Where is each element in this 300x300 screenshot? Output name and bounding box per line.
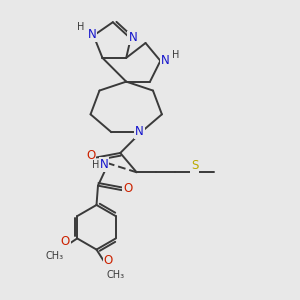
Text: O: O [86,149,95,162]
Text: O: O [104,254,113,267]
Text: N: N [128,32,137,44]
Text: N: N [100,158,108,171]
Text: H: H [92,160,100,170]
Text: N: N [88,28,96,41]
Text: O: O [123,182,132,195]
Text: CH₃: CH₃ [107,270,125,280]
Text: S: S [191,159,198,172]
Text: H: H [172,50,179,61]
Text: H: H [77,22,85,32]
Text: O: O [61,236,70,248]
Text: N: N [160,54,169,67]
Text: CH₃: CH₃ [46,251,64,261]
Text: N: N [135,125,144,138]
